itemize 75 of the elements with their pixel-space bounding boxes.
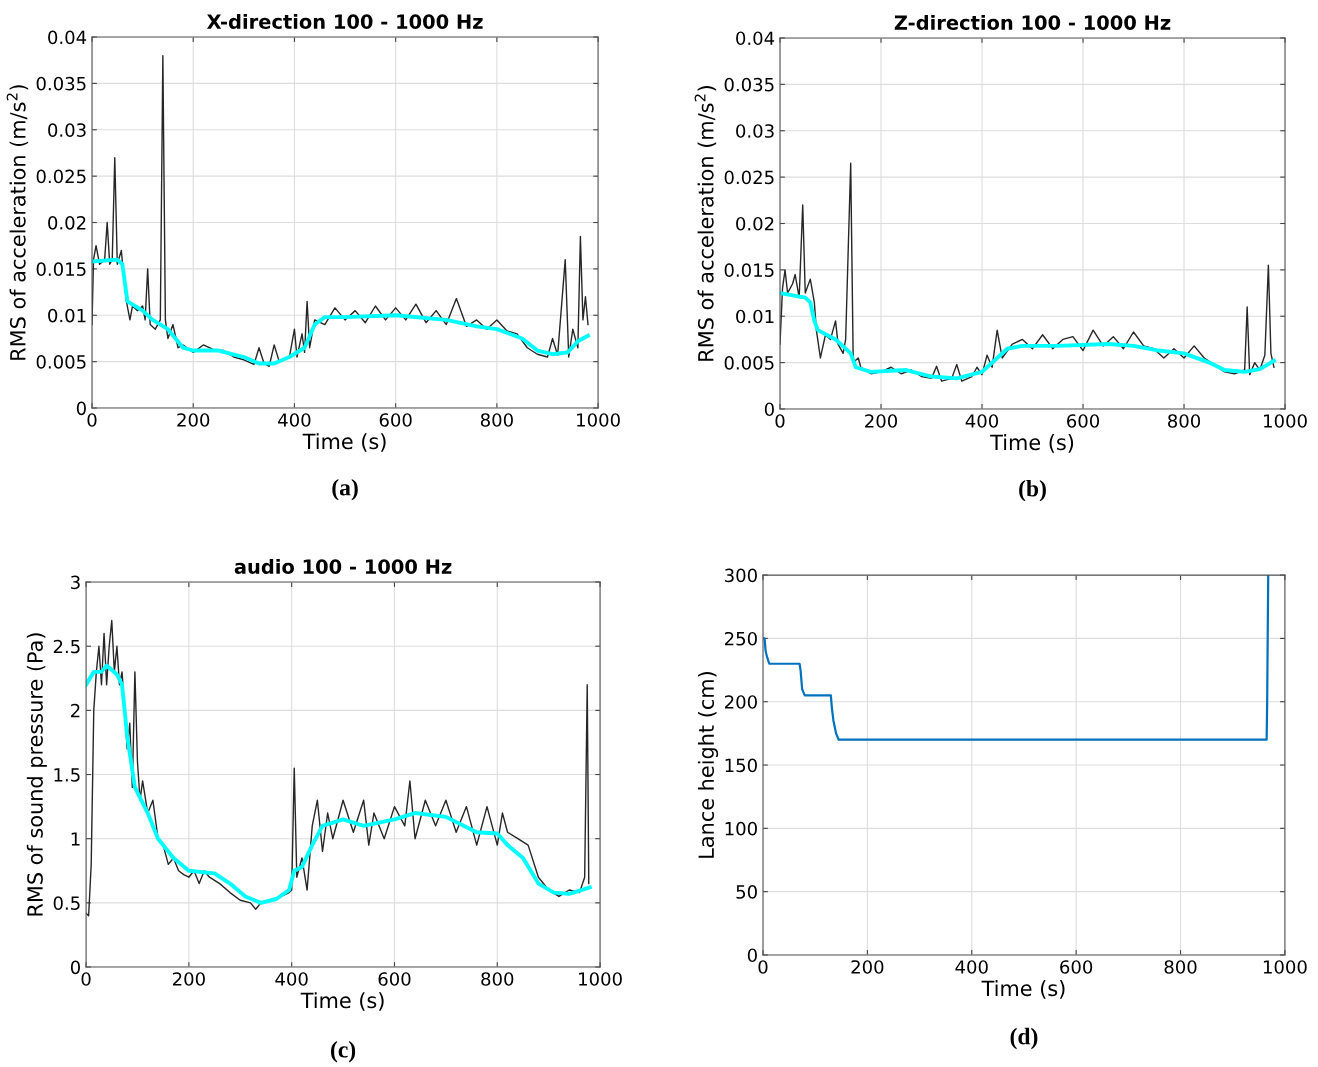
y-tick-label: 0.04 [48,30,87,45]
y-tick-label: 0.005 [36,355,86,369]
x-tick-label: 200 [865,414,898,428]
y-tick-label: 0 [76,401,86,416]
y-tick-label: 0 [747,948,757,963]
x-axis-title: Time (s) [990,434,1074,453]
x-tick-label: 800 [481,972,514,986]
y-tick-label: 0.04 [736,31,775,46]
y-axis-title: Lance height (cm) [697,672,719,858]
x-tick-label: 600 [1060,960,1093,974]
x-tick-label: 400 [965,414,999,428]
x-axis-title: Time (s) [300,992,384,1011]
x-tick-label: 400 [275,972,308,986]
x-tick-label: 200 [851,960,884,974]
chart-title: X-direction 100 - 1000 Hz [206,13,483,29]
line-series [92,257,590,366]
y-axis-title: RMS of sound pressure (Pa) [26,633,47,916]
text: (c) [331,1041,356,1063]
line-series [779,291,1276,381]
y-tick-label: 50 [736,885,757,899]
y-tick-label: 0.5 [53,896,80,910]
y-tick-label: 100 [725,821,757,836]
y-tick-label: 300 [725,568,757,583]
line-series [92,54,589,367]
y-tick-label: 0.03 [48,123,86,137]
x-axis-title: Time (s) [302,433,386,452]
y-tick-label: 0.005 [724,356,774,370]
y-tick-label: 1.5 [54,768,80,782]
y-tick-label: 1 [71,832,80,846]
y-tick-label: 150 [725,758,757,773]
x-tick-label: 600 [1067,414,1100,428]
y-tick-label: 2.5 [53,639,80,654]
y-tick-label: 0 [764,402,774,417]
line-series [86,619,590,917]
line-series [762,575,1270,741]
x-axis-title: Time (s) [981,980,1065,999]
y-tick-label: 0.02 [48,215,86,230]
text: (d) [1010,1027,1038,1050]
x-tick-label: 600 [378,972,411,986]
y-tick-label: 0.035 [724,77,774,92]
x-tick-label: 1000 [1264,414,1307,428]
x-tick-label: 1000 [577,413,620,427]
y-tick-label: 0.015 [724,263,774,277]
x-tick-label: 800 [1164,960,1197,974]
x-tick-label: 600 [379,413,412,427]
x-tick-label: 400 [955,960,988,974]
x-tick-label: 1000 [1263,960,1307,974]
x-tick-label: 800 [1168,414,1201,428]
x-tick-label: 0 [775,414,785,428]
text: (b) [1019,479,1046,502]
x-tick-label: 800 [480,413,513,427]
y-tick-label: 2 [71,703,80,718]
x-tick-label: 200 [177,413,210,427]
chart-title: Z-direction 100 - 1000 Hz [894,14,1171,30]
y-axis-title: RMS of acceleration (m/s$^{2}$) [694,86,717,361]
chart-title: audio 100 - 1000 Hz [234,558,452,574]
text: (a) [332,478,358,501]
x-tick-label: 1000 [579,972,622,986]
y-axis-title: RMS of acceleration (m/s$^{2}$) [6,85,29,360]
y-tick-label: 250 [724,631,757,646]
y-tick-label: 0.035 [36,76,86,91]
y-tick-label: 0.03 [736,124,774,138]
y-tick-label: 200 [724,695,757,709]
x-tick-label: 400 [278,413,311,427]
y-tick-label: 0.025 [36,169,86,184]
y-tick-label: 0.02 [736,216,774,231]
y-tick-label: 0.01 [736,309,774,324]
y-tick-label: 0.015 [36,262,86,277]
y-tick-label: 3 [71,575,80,590]
y-tick-label: 0.01 [48,308,86,323]
line-series [779,162,1275,382]
x-tick-label: 200 [172,972,205,986]
y-tick-label: 0.025 [724,170,774,185]
x-tick-label: 0 [87,413,97,427]
line-series [86,663,592,905]
